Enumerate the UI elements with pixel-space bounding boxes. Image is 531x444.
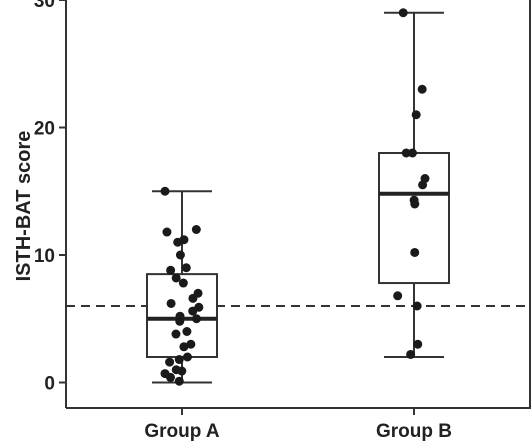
data-point [412,301,422,311]
data-point [171,329,181,339]
data-point [411,110,421,120]
y-tick-label: 30 [34,0,55,12]
x-tick-label: Group B [376,421,452,442]
y-tick-label: 0 [44,374,55,395]
data-point [398,8,408,18]
data-point [186,339,196,349]
data-point [175,250,185,260]
data-point [179,342,189,352]
y-tick-label: 10 [34,246,55,267]
data-point [182,352,192,362]
axis-layer [65,0,531,409]
x-tick-label: Group A [144,421,220,442]
data-point [160,186,170,196]
data-point [407,148,417,158]
data-point [174,355,184,365]
data-point [410,247,420,257]
data-point [418,180,428,190]
data-point [166,265,176,275]
data-point [417,84,427,94]
data-point [182,327,192,336]
data-point [165,357,175,367]
data-point [175,316,185,326]
data-point [166,372,176,382]
data-point [188,293,198,303]
data-point [406,349,416,359]
data-point [188,306,198,316]
y-axis-title: ISTH-BAT score [13,131,35,282]
box-layer [146,11,450,384]
tick-layer: 0 10 20 30 Group A Group B [34,0,452,442]
data-point [191,225,201,234]
data-point [181,263,191,273]
data-point [393,291,403,301]
iqr-box [378,152,450,285]
data-point [174,376,184,386]
y-tick-label: 20 [34,119,55,140]
data-point [410,199,420,209]
data-point [162,227,172,237]
data-point [173,237,183,247]
data-point [401,148,411,158]
data-point [171,273,181,283]
data-point [192,314,202,324]
data-point [177,366,187,376]
point-layer [160,8,430,386]
data-point [413,339,423,349]
data-point [166,298,176,308]
data-point [178,278,188,288]
